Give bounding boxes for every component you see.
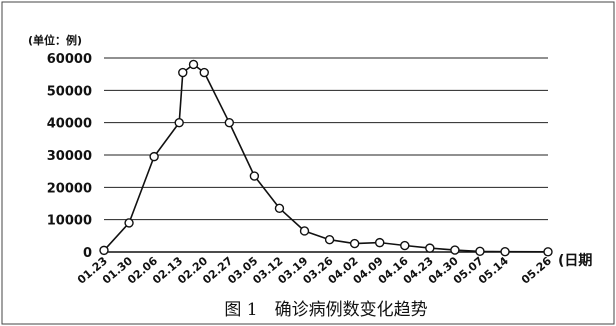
data-point bbox=[475, 246, 485, 257]
data-point bbox=[178, 67, 188, 78]
y-tick-label: 60000 bbox=[47, 52, 92, 67]
x-tick-label: 05.26 bbox=[519, 254, 554, 287]
y-tick-labels: 0 10000 20000 30000 40000 50000 60000 bbox=[47, 52, 92, 261]
y-tick-label: 10000 bbox=[47, 214, 92, 229]
y-tick-label: 20000 bbox=[47, 181, 92, 196]
series bbox=[99, 59, 553, 257]
data-point bbox=[349, 238, 360, 249]
y-tick-label: 0 bbox=[83, 246, 92, 261]
data-point bbox=[450, 245, 460, 255]
data-point bbox=[375, 237, 385, 248]
data-point bbox=[274, 203, 285, 214]
data-point bbox=[249, 171, 260, 181]
y-tick-label: 50000 bbox=[47, 84, 92, 99]
data-point bbox=[400, 240, 410, 251]
data-point bbox=[199, 67, 209, 78]
data-point bbox=[149, 151, 159, 162]
series-line bbox=[103, 63, 549, 253]
y-tick-label: 30000 bbox=[47, 149, 92, 164]
x-axis-label: (日期 bbox=[558, 253, 592, 269]
data-point bbox=[299, 226, 310, 236]
y-tick-label: 40000 bbox=[47, 117, 92, 132]
data-point bbox=[425, 243, 435, 253]
x-tick-labels: 01.2301.3002.0602.1302.2002.2703.0503.12… bbox=[75, 254, 554, 287]
data-point bbox=[174, 117, 184, 128]
data-point bbox=[188, 59, 199, 70]
figure-caption: 图 1 确诊病例数变化趋势 bbox=[224, 300, 427, 320]
data-point bbox=[500, 246, 510, 257]
data-point bbox=[124, 218, 134, 228]
data-point bbox=[543, 247, 553, 257]
data-point bbox=[99, 245, 109, 256]
grid-lines bbox=[104, 57, 548, 221]
unit-label: (单位：例) bbox=[28, 33, 82, 47]
data-point bbox=[224, 117, 235, 128]
data-point bbox=[324, 235, 335, 245]
